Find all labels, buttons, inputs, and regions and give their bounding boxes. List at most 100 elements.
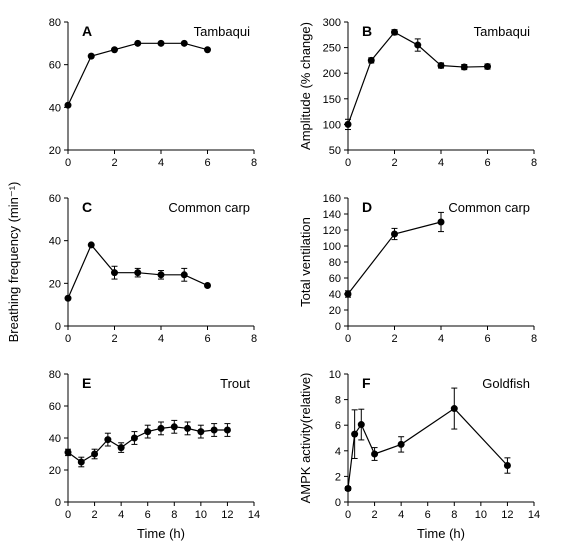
series-marker — [351, 431, 358, 438]
ytick-label: 120 — [323, 225, 341, 237]
ylabel: AMPK activity(relative) — [298, 373, 313, 504]
series-marker — [91, 451, 98, 458]
xtick-label: 6 — [484, 333, 490, 345]
xtick-label: 4 — [398, 509, 404, 521]
series-marker — [78, 459, 85, 466]
panel-E: 02040608002468101214ETrout — [49, 369, 260, 521]
xtick-label: 0 — [345, 333, 351, 345]
ytick-label: 300 — [323, 17, 341, 29]
series-marker — [438, 219, 445, 226]
ytick-label: 4 — [335, 446, 341, 458]
figure-root: 2040608002468ATambaqui501001502002503000… — [0, 0, 567, 548]
series-marker — [104, 436, 111, 443]
series-marker — [438, 62, 445, 69]
ytick-label: 100 — [323, 241, 341, 253]
ytick-label: 60 — [329, 273, 341, 285]
series-marker — [461, 64, 468, 71]
xtick-label: 2 — [391, 333, 397, 345]
ytick-label: 60 — [49, 60, 61, 72]
xtick-label: 14 — [248, 509, 260, 521]
series-marker — [391, 231, 398, 238]
xtick-label: 6 — [425, 509, 431, 521]
xtick-label: 4 — [438, 157, 444, 169]
xtick-label: 14 — [528, 509, 540, 521]
ytick-label: 40 — [49, 433, 61, 445]
ytick-label: 0 — [55, 321, 61, 333]
series-marker — [131, 435, 138, 442]
series-marker — [171, 423, 178, 430]
series-line — [348, 409, 507, 489]
ytick-label: 40 — [329, 289, 341, 301]
xtick-label: 0 — [345, 509, 351, 521]
ytick-label: 80 — [49, 17, 61, 29]
series-marker — [111, 269, 118, 276]
series-marker — [88, 53, 95, 60]
series-marker — [504, 462, 511, 469]
series-marker — [211, 427, 218, 434]
species-label: Common carp — [168, 200, 250, 215]
xtick-label: 0 — [65, 157, 71, 169]
ytick-label: 60 — [49, 193, 61, 205]
series-marker — [398, 441, 405, 448]
ylabel: Amplitude (% change) — [298, 22, 313, 150]
series-marker — [111, 46, 118, 53]
series-line — [68, 43, 208, 105]
series-marker — [345, 121, 352, 128]
xtick-label: 0 — [65, 509, 71, 521]
xtick-label: 12 — [501, 509, 513, 521]
series-marker — [184, 425, 191, 432]
panel-C: 020406002468CCommon carp — [49, 193, 257, 345]
species-label: Tambaqui — [194, 24, 250, 39]
ylabel: Total ventilation — [298, 217, 313, 307]
ytick-label: 20 — [49, 278, 61, 290]
ytick-label: 20 — [49, 465, 61, 477]
ytick-label: 0 — [335, 497, 341, 509]
axis — [68, 374, 254, 502]
figure-svg: 2040608002468ATambaqui501001502002503000… — [0, 0, 567, 548]
xtick-label: 2 — [92, 509, 98, 521]
panel-letter: A — [82, 23, 92, 39]
panel-letter: B — [362, 23, 372, 39]
xtick-label: 10 — [195, 509, 207, 521]
xtick-label: 6 — [204, 157, 210, 169]
ytick-label: 200 — [323, 68, 341, 80]
species-label: Goldfish — [482, 376, 530, 391]
axis — [68, 198, 254, 326]
shared-ylabel-left: Breathing frequency (min⁻¹) — [6, 182, 21, 343]
xtick-label: 6 — [204, 333, 210, 345]
ytick-label: 2 — [335, 471, 341, 483]
ytick-label: 0 — [55, 497, 61, 509]
xtick-label: 8 — [251, 333, 257, 345]
shared-xlabel: Time (h) — [137, 526, 185, 541]
panel-letter: F — [362, 375, 371, 391]
ytick-label: 8 — [335, 395, 341, 407]
xtick-label: 6 — [484, 157, 490, 169]
ytick-label: 20 — [329, 305, 341, 317]
series-marker — [224, 427, 231, 434]
series-marker — [65, 449, 72, 456]
ytick-label: 10 — [329, 369, 341, 381]
series-marker — [181, 271, 188, 278]
xtick-label: 0 — [345, 157, 351, 169]
ytick-label: 160 — [323, 193, 341, 205]
series-marker — [204, 46, 211, 53]
series-marker — [204, 282, 211, 289]
ytick-label: 40 — [49, 102, 61, 114]
ytick-label: 60 — [49, 401, 61, 413]
series-marker — [65, 295, 72, 302]
ytick-label: 140 — [323, 209, 341, 221]
xtick-label: 8 — [171, 509, 177, 521]
series-marker — [414, 42, 421, 49]
ytick-label: 80 — [329, 257, 341, 269]
xtick-label: 10 — [475, 509, 487, 521]
series-marker — [88, 241, 95, 248]
panel-A: 2040608002468ATambaqui — [49, 17, 257, 169]
ytick-label: 20 — [49, 145, 61, 157]
series-marker — [134, 269, 141, 276]
ytick-label: 80 — [49, 369, 61, 381]
series-marker — [118, 444, 125, 451]
series-marker — [134, 40, 141, 47]
axis — [348, 374, 534, 502]
series-marker — [158, 271, 165, 278]
series-marker — [345, 485, 352, 492]
